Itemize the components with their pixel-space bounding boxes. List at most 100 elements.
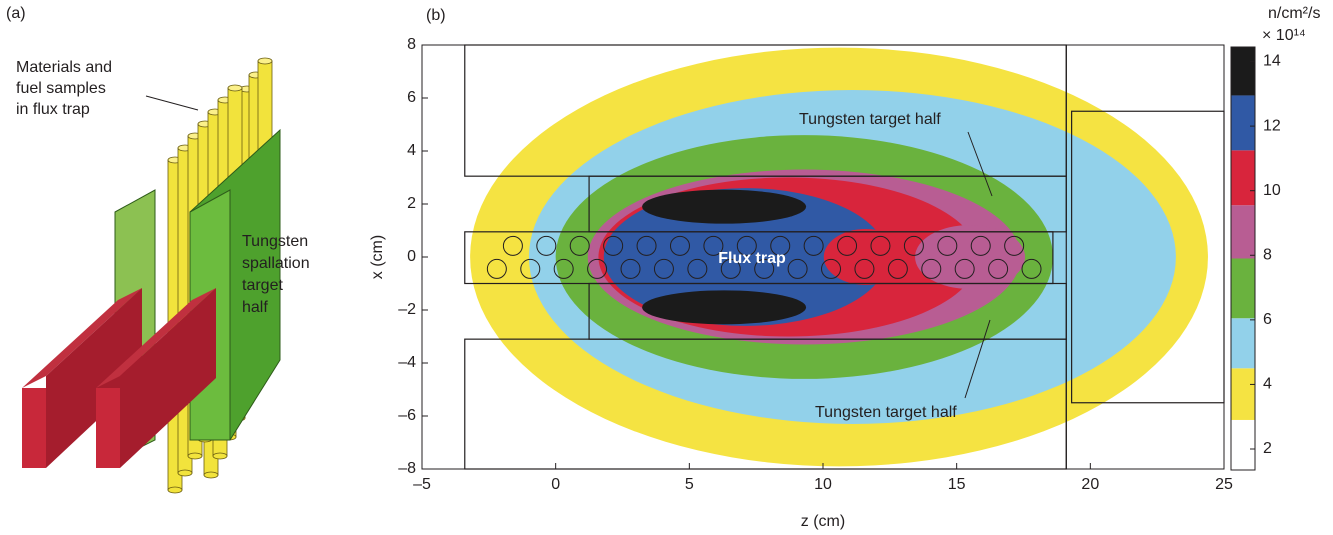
y-tick-label: –2: [398, 301, 416, 318]
sample-rod: [887, 258, 908, 279]
samples-label: fuel samples: [16, 80, 106, 97]
panel-label: (b): [426, 7, 446, 24]
contour-band: [603, 188, 888, 326]
beam-block-top: [96, 288, 216, 388]
sample-rod: [988, 258, 1009, 279]
annotation: Tungsten target half: [799, 111, 941, 128]
colorbar-band: [1231, 150, 1255, 206]
sample-rod: [770, 235, 791, 256]
flux-map: [470, 47, 1208, 467]
sample-rod: [703, 235, 724, 256]
contour-core: [642, 189, 807, 224]
samples-label: in flux trap: [16, 101, 90, 118]
panel-label: (a): [6, 5, 26, 22]
y-tick-label: 0: [407, 248, 416, 265]
sample-rod: [603, 235, 624, 256]
colorbar-tick-label: 12: [1263, 117, 1281, 134]
sample-rod: [636, 235, 657, 256]
target-label: Tungsten: [242, 233, 308, 250]
x-axis-label: z (cm): [801, 513, 845, 530]
colorbar-unit: n/cm²/s: [1268, 5, 1320, 22]
sample-rod: [837, 235, 858, 256]
sample-rod: [587, 258, 608, 279]
sample-rod: [821, 258, 842, 279]
x-tick-label: 0: [551, 476, 560, 493]
y-tick-label: –6: [398, 407, 416, 424]
sample-rod: [787, 258, 808, 279]
colorbar-band: [1231, 419, 1255, 470]
x-tick-label: –5: [413, 476, 431, 493]
colorbar-band: [1231, 47, 1255, 96]
sample-rod: [903, 235, 924, 256]
contour-notch: [823, 229, 908, 285]
target-label: spallation: [242, 255, 310, 272]
target-label: target: [242, 277, 283, 294]
colorbar-tick-label: 14: [1263, 53, 1281, 70]
x-tick-label: 25: [1215, 476, 1233, 493]
sample-rod: [520, 258, 541, 279]
sample-rod: [937, 235, 958, 256]
y-tick-label: 8: [407, 36, 416, 53]
apparatus-diagram: (a) Materials and fuel samples in flux tra…: [6, 5, 310, 494]
x-tick-label: 15: [948, 476, 966, 493]
y-tick-label: 2: [407, 195, 416, 212]
annotation: Tungsten target half: [815, 404, 957, 421]
colorbar-band: [1231, 258, 1255, 319]
colorbar-tick-label: 2: [1263, 440, 1272, 457]
sample-cylinder-bottom: [212, 452, 228, 460]
sample-cylinder-bottom: [177, 469, 193, 477]
sample-rod: [854, 258, 875, 279]
contour-notch: [915, 225, 1026, 289]
sample-rod: [720, 258, 741, 279]
colorbar-multiplier: × 10¹⁴: [1262, 27, 1306, 44]
colorbar-tick-label: 6: [1263, 311, 1272, 328]
y-tick-label: –8: [398, 460, 416, 477]
sample-rod: [754, 258, 775, 279]
sample-rod: [1004, 235, 1025, 256]
sample-rod: [954, 258, 975, 279]
x-tick-label: 20: [1081, 476, 1099, 493]
sample-rod: [486, 258, 507, 279]
colorbar-frame: [1230, 46, 1256, 471]
sample-rod: [921, 258, 942, 279]
sample-rod: [536, 235, 557, 256]
sample-rod: [870, 235, 891, 256]
sample-rod: [669, 235, 690, 256]
sample-rod: [653, 258, 674, 279]
annotation: Flux trap: [718, 250, 786, 267]
sample-cylinder-top: [227, 84, 243, 92]
overlay: Tungsten target half Tungsten target half…: [369, 5, 1320, 530]
colorbar-band: [1231, 205, 1255, 259]
leader-line: [964, 319, 991, 399]
samples-label: Materials and: [16, 59, 112, 76]
sample-rod: [970, 235, 991, 256]
beam-block-front: [96, 388, 120, 468]
colorbar-band: [1231, 318, 1255, 369]
x-tick-label: 5: [685, 476, 694, 493]
beam-block-front: [22, 388, 46, 468]
sample-cylinder-bottom: [167, 486, 183, 494]
sample-rod: [1021, 258, 1042, 279]
leader-line: [145, 95, 199, 111]
sample-rod: [620, 258, 641, 279]
y-tick-label: 4: [407, 142, 416, 159]
sample-rod: [553, 258, 574, 279]
colorbar-tick-label: 4: [1263, 376, 1272, 393]
beam-block-top: [22, 288, 142, 388]
colorbar-band: [1231, 368, 1255, 420]
sample-rod: [569, 235, 590, 256]
sample-rod: [502, 235, 523, 256]
contour-core: [642, 290, 807, 325]
beam-block-side: [120, 288, 216, 468]
y-tick-label: –4: [398, 354, 416, 371]
sample-rod: [803, 235, 824, 256]
colorbar-band: [1231, 95, 1255, 151]
target-label: half: [242, 299, 268, 316]
sample-cylinder-bottom: [203, 471, 219, 479]
sample-cylinder-bottom: [187, 452, 203, 460]
sample-rod: [736, 235, 757, 256]
x-tick-label: 10: [814, 476, 832, 493]
colorbar-tick-label: 8: [1263, 246, 1272, 263]
